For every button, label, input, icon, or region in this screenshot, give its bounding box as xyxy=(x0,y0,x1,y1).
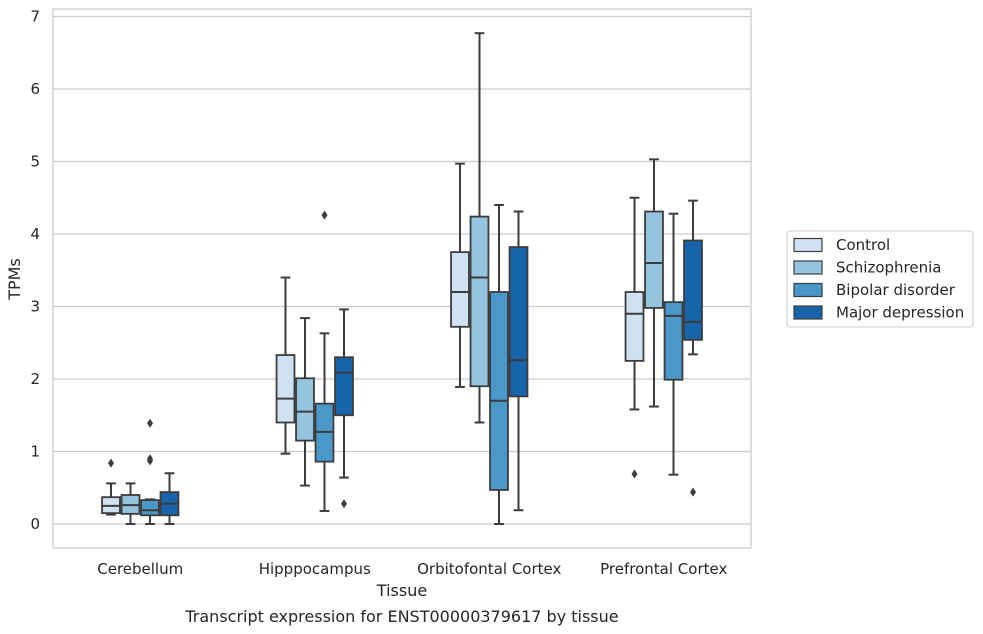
legend-swatch xyxy=(793,282,823,298)
x-tick-label: Orbitofontal Cortex xyxy=(417,560,561,578)
box-iqr xyxy=(295,377,315,442)
outlier-point xyxy=(321,210,328,220)
box-major-depression-1 xyxy=(334,308,354,509)
y-tick-label: 7 xyxy=(30,8,40,26)
outlier-point xyxy=(631,469,638,479)
legend-swatch xyxy=(793,237,823,253)
legend-label: Major depression xyxy=(836,304,964,322)
y-tick-label: 4 xyxy=(30,225,40,243)
box-iqr xyxy=(644,210,664,309)
box-major-depression-2 xyxy=(508,210,529,512)
x-tick-labels: Cerebellum Hipppocampus Orbitofontal Corte… xyxy=(97,560,727,578)
outlier-point xyxy=(108,458,114,468)
x-tick-label: Prefrontal Cortex xyxy=(600,560,727,578)
y-tick-labels: 0 1 2 3 4 5 6 7 xyxy=(30,8,40,534)
box-major-depression-3 xyxy=(683,199,703,497)
box-iqr xyxy=(508,246,529,398)
x-tick-label: Hipppocampus xyxy=(259,560,371,578)
box-iqr xyxy=(140,499,160,517)
box-schizophrenia-2 xyxy=(469,32,490,424)
box-iqr xyxy=(683,239,703,341)
box-groups xyxy=(101,32,703,525)
y-tick-label: 0 xyxy=(30,515,40,533)
box-bipolar-disorder-0 xyxy=(140,418,160,525)
outlier-point xyxy=(690,487,696,497)
box-iqr xyxy=(624,291,645,362)
chart-caption: Transcript expression for ENST0000037961… xyxy=(184,607,618,626)
box-control-2 xyxy=(450,162,470,388)
legend-frame xyxy=(786,230,974,328)
outlier-point xyxy=(341,499,347,509)
plot-frame xyxy=(52,8,752,549)
x-tick-label: Cerebellum xyxy=(97,560,183,578)
box-schizophrenia-0 xyxy=(120,482,141,525)
legend-swatch xyxy=(793,305,823,320)
gridlines xyxy=(53,15,751,525)
legend-label: Schizophrenia xyxy=(836,259,941,277)
box-control-1 xyxy=(275,276,296,455)
legend-swatch xyxy=(793,260,823,275)
box-iqr xyxy=(469,215,490,388)
y-axis-label: TPMs xyxy=(5,258,24,301)
box-iqr xyxy=(275,354,296,424)
legend-label: Control xyxy=(836,236,890,254)
outlier-point xyxy=(147,418,153,428)
box-control-3 xyxy=(624,196,645,479)
box-schizophrenia-1 xyxy=(295,317,315,487)
box-bipolar-disorder-1 xyxy=(314,210,335,512)
legend: Control Schizophrenia Bipolar disorder Majo… xyxy=(786,230,974,328)
box-iqr xyxy=(334,356,354,417)
box-iqr xyxy=(489,291,509,491)
legend-label: Bipolar disorder xyxy=(836,281,956,299)
y-tick-label: 6 xyxy=(30,80,40,98)
outlier-point xyxy=(147,454,153,464)
x-axis-label: Tissue xyxy=(376,581,427,600)
box-control-0 xyxy=(101,458,121,516)
box-bipolar-disorder-2 xyxy=(489,204,509,525)
y-tick-label: 1 xyxy=(30,443,40,461)
box-major-depression-0 xyxy=(159,472,180,525)
y-tick-label: 3 xyxy=(30,298,40,316)
box-iqr xyxy=(450,251,470,328)
y-tick-label: 5 xyxy=(30,153,40,171)
y-tick-label: 2 xyxy=(30,370,40,388)
box-bipolar-disorder-3 xyxy=(663,212,684,476)
box-iqr xyxy=(663,301,684,381)
box-schizophrenia-3 xyxy=(644,158,664,408)
